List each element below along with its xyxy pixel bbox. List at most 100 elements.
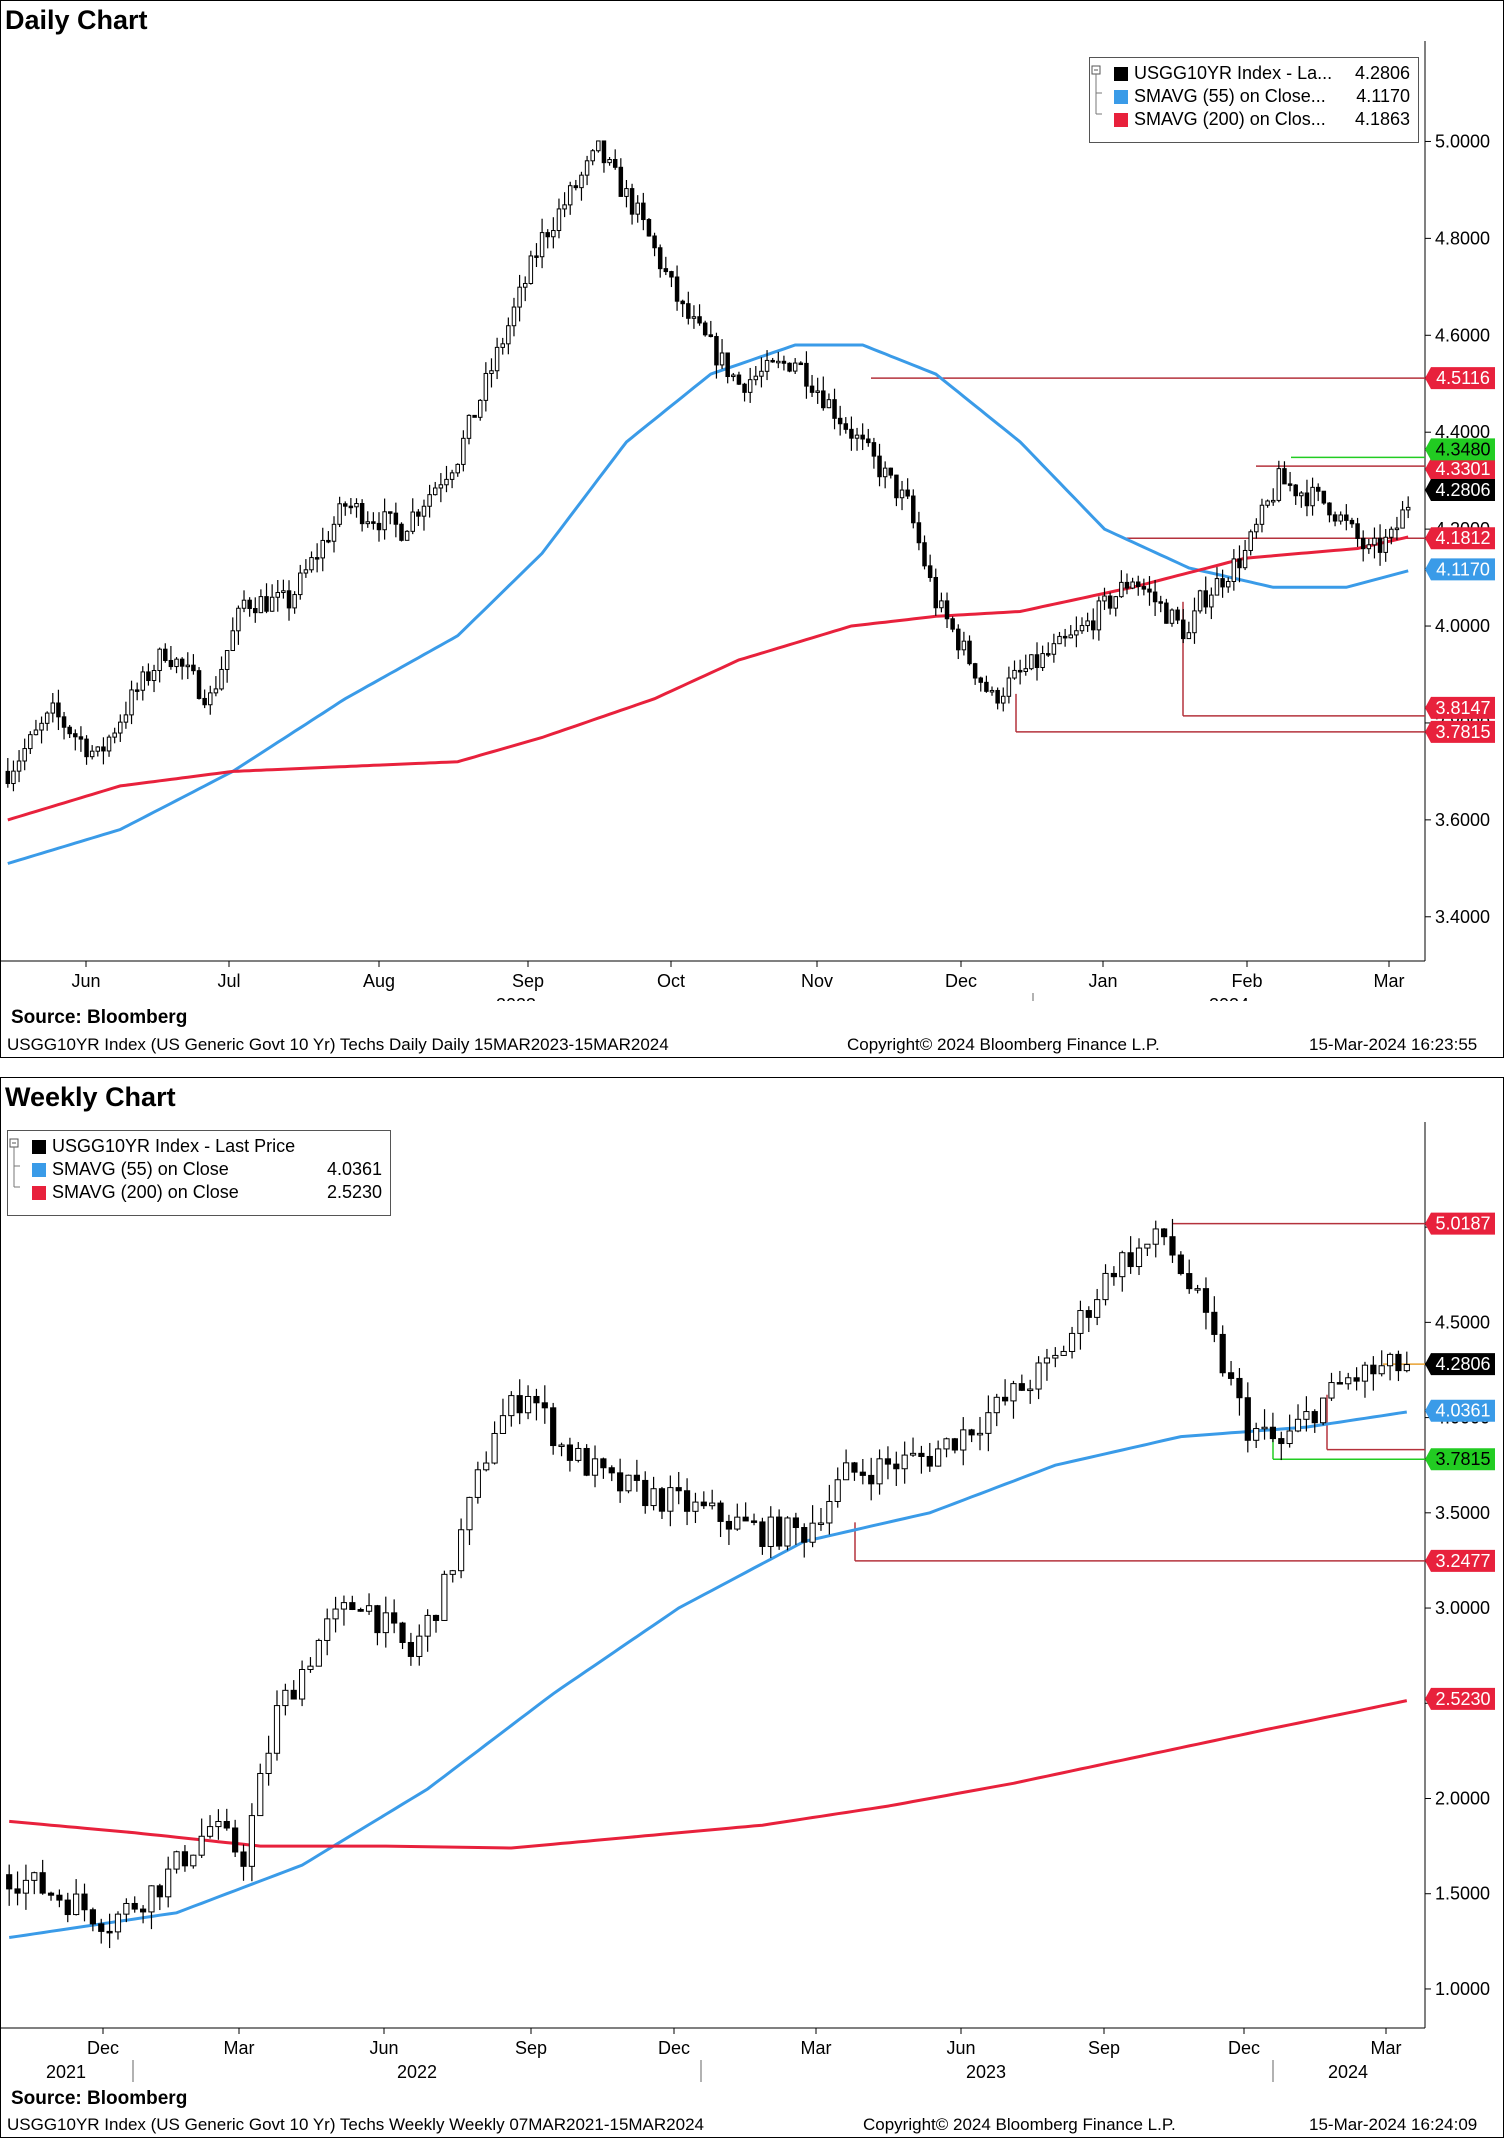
sma55-line xyxy=(8,1410,1408,1939)
candle-body xyxy=(633,1474,640,1481)
x-year-label: 2023 xyxy=(966,2062,1006,2082)
candle-body xyxy=(918,1452,925,1457)
candle-body xyxy=(922,542,927,567)
candle-body xyxy=(911,495,916,524)
y-tick-label: 3.4000 xyxy=(1435,907,1490,927)
candle-body xyxy=(972,663,978,679)
candle-body xyxy=(905,489,910,497)
candle-body xyxy=(224,650,230,670)
weekly-chart-svg: 1.00001.50002.00002.50003.00003.50004.00… xyxy=(1,1122,1495,2082)
candle-body xyxy=(391,1612,398,1624)
candle-body xyxy=(995,689,1000,704)
candle-body xyxy=(567,185,573,206)
candle-body xyxy=(438,484,444,489)
weekly-legend: USGG10YR Index - Last Price SMAVG (55) o… xyxy=(7,1130,391,1216)
candle-body xyxy=(767,1516,774,1547)
candle-body xyxy=(1361,1364,1369,1382)
candle-body xyxy=(618,166,624,197)
candle-body xyxy=(1304,492,1310,507)
price-tag xyxy=(1425,558,1495,581)
candle-body xyxy=(444,478,449,486)
candle-body xyxy=(817,1522,825,1525)
footer-series-info: USGG10YR Index (US Generic Govt 10 Yr) T… xyxy=(7,1035,669,1054)
candle-body xyxy=(792,362,798,372)
candle-body xyxy=(165,1868,172,1898)
candle-body xyxy=(770,359,775,363)
price-tag xyxy=(1425,1399,1495,1422)
candle-body xyxy=(635,202,640,215)
price-tag xyxy=(1425,438,1495,461)
candle-body xyxy=(1052,1354,1059,1359)
candle-body xyxy=(1135,1247,1143,1268)
candle-body xyxy=(1403,1364,1410,1372)
candle-body xyxy=(241,599,247,609)
y-tick-label: 4.8000 xyxy=(1435,228,1490,248)
candle-body xyxy=(292,594,297,609)
sma55-line xyxy=(7,343,1409,865)
candle-body xyxy=(1202,1288,1210,1313)
candle-body xyxy=(935,1448,942,1467)
candle-body xyxy=(1002,1396,1009,1402)
candle-body xyxy=(1175,609,1180,621)
candle-body xyxy=(658,1488,666,1512)
candle-body xyxy=(1303,1411,1310,1420)
price-tag xyxy=(1425,1212,1495,1235)
candle-body xyxy=(89,1909,96,1925)
candle-body xyxy=(1219,1333,1226,1374)
candle-body xyxy=(608,1467,615,1474)
candle-body xyxy=(1386,1353,1394,1367)
candle-body xyxy=(1060,1350,1067,1356)
candle-body xyxy=(1124,581,1130,589)
candle-body xyxy=(859,1471,866,1476)
candle-body xyxy=(393,512,399,525)
candle-body xyxy=(223,1820,230,1829)
candle-body xyxy=(1344,514,1349,521)
candle-body xyxy=(1214,578,1220,596)
candle-body xyxy=(736,374,742,385)
candle-body xyxy=(47,1892,55,1896)
candle-body xyxy=(1051,643,1057,655)
candle-body xyxy=(340,1602,348,1610)
candle-body xyxy=(742,383,747,393)
candle-body xyxy=(140,671,146,691)
candle-body xyxy=(22,1879,30,1894)
legend-label: SMAVG (55) on Close... xyxy=(1134,86,1326,106)
candle-body xyxy=(348,505,354,509)
candle-body xyxy=(416,1635,423,1657)
candle-body xyxy=(804,362,809,387)
candle-body xyxy=(1177,1254,1184,1275)
candle-body xyxy=(1336,1382,1343,1385)
candle-body xyxy=(888,467,894,476)
candle-body xyxy=(324,1618,331,1641)
candle-body xyxy=(421,505,427,517)
candle-body xyxy=(131,1902,138,1910)
weekly-chart-panel: Weekly Chart 1.00001.50002.00002.50003.0… xyxy=(0,1077,1504,2138)
candle-body xyxy=(834,1479,841,1502)
legend-value: 4.2806 xyxy=(1354,63,1410,83)
daily-chart-svg: 3.40003.60003.80004.00004.20004.40004.60… xyxy=(1,41,1495,1001)
candle-body xyxy=(1294,1418,1302,1432)
candle-body xyxy=(371,521,376,524)
candle-body xyxy=(550,1407,557,1447)
candle-body xyxy=(489,370,494,374)
candle-body xyxy=(1147,588,1152,593)
candle-body xyxy=(123,714,129,723)
candle-body xyxy=(680,300,685,305)
candle-body xyxy=(1320,1397,1327,1424)
candle-body xyxy=(939,600,944,609)
candle-body xyxy=(663,268,669,273)
candle-body xyxy=(33,729,39,736)
legend-item-sma200: SMAVG (200) on Clos... 4.1863 xyxy=(1114,108,1412,131)
candle-body xyxy=(208,692,213,706)
weekly-source: Source: Bloomberg xyxy=(11,2088,188,2109)
candle-body xyxy=(95,746,101,752)
candle-body xyxy=(742,1516,749,1522)
price-tag-label: 4.3480 xyxy=(1435,439,1490,459)
candle-body xyxy=(73,733,78,738)
candle-body xyxy=(1254,523,1259,533)
candle-body xyxy=(719,352,725,366)
price-tag xyxy=(1425,696,1495,719)
candle-body xyxy=(106,736,112,752)
x-tick-label: Dec xyxy=(87,2038,119,2058)
candle-body xyxy=(551,230,556,238)
